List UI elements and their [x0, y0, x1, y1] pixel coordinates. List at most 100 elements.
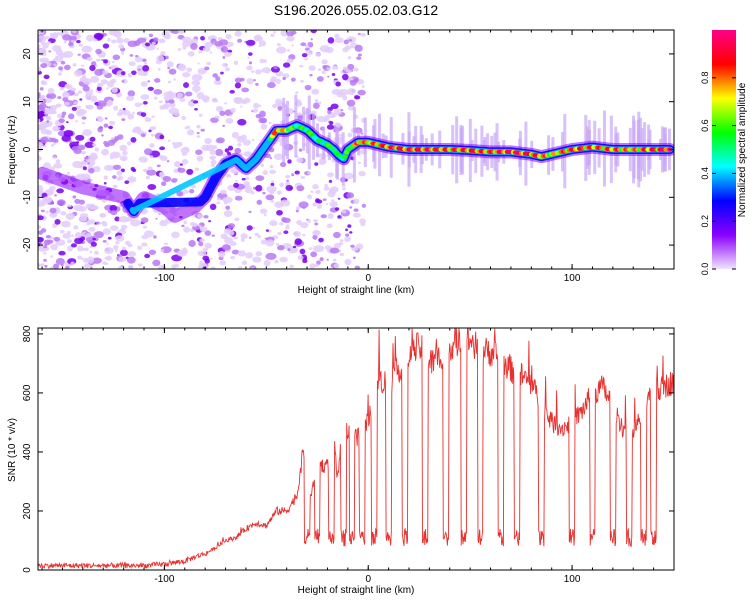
spectrogram-noise-blob	[70, 234, 74, 237]
spectrogram-noise-blob	[38, 44, 41, 49]
spectrogram-noise-blob	[108, 125, 114, 130]
spectrogram-noise-blob	[92, 143, 97, 147]
spectrogram-noise-blob	[329, 201, 339, 208]
spectrogram-noise-blob	[314, 222, 319, 226]
spectrogram-noise-blob	[89, 250, 93, 254]
spectrogram-noise-blob	[154, 78, 161, 83]
spectrogram-noise-blob	[86, 56, 93, 62]
spectrogram-noise-blob	[61, 134, 71, 142]
spectrogram-noise-blob	[309, 73, 313, 77]
spectrogram-noise-blob	[58, 250, 66, 256]
spectrogram-noise-blob	[287, 248, 291, 252]
spectrogram-noise-blob	[269, 220, 278, 227]
spectrogram-noise-blob	[81, 77, 88, 83]
spectrogram-noise-blob	[300, 176, 306, 180]
spectrogram-noise-blob	[52, 45, 62, 52]
spectrogram-noise-blob	[326, 124, 334, 130]
chart-title: S196.2026.055.02.03.G12	[274, 2, 438, 18]
spectrogram-noise-blob	[321, 70, 326, 75]
spectrogram-noise-blob	[124, 218, 131, 223]
spectrogram-noise-blob	[130, 136, 137, 143]
spectrogram-noise-blob	[233, 236, 238, 240]
spectrogram-noise-blob	[66, 121, 69, 124]
spectrogram-noise-blob	[126, 141, 132, 146]
colorbar-tick-label: 0.2	[700, 215, 710, 228]
spectrogram-noise-blob	[97, 100, 107, 107]
spectrogram-noise-blob	[46, 189, 55, 195]
spectrogram-noise-blob	[150, 133, 155, 137]
spectrogram-noise-blob	[286, 179, 290, 182]
spectrogram-noise-blob	[113, 105, 119, 111]
spectrogram-noise-blob	[38, 225, 42, 229]
spectrogram-noise-blob	[67, 239, 73, 244]
spectrogram-noise-blob	[209, 257, 213, 261]
spectrogram-noise-blob	[114, 249, 118, 252]
spectrogram-noise-blob	[127, 40, 138, 48]
spectrogram-noise-blob	[293, 248, 298, 253]
spectrogram-noise-blob	[344, 236, 351, 243]
spectrogram-noise-blob	[262, 170, 268, 176]
spectrogram-noise-blob	[121, 80, 125, 83]
spectrogram-noise-blob	[144, 230, 154, 238]
snr-x-tick-label: 0	[365, 574, 371, 585]
spectrogram-noise-blob	[183, 146, 189, 151]
spectrogram-noise-blob	[289, 264, 295, 269]
spectrogram-noise-blob	[91, 257, 102, 264]
spectrogram-noise-blob	[43, 162, 51, 170]
spectrogram-noise-blob	[204, 41, 213, 48]
colorbar-ticks: 0.0 0.2 0.4 0.6 0.8	[700, 72, 736, 275]
spectrogram-noise-blob	[300, 79, 305, 83]
spectrogram-noise-blob	[280, 199, 291, 207]
spectrogram-noise-blob	[331, 72, 336, 77]
spectrogram-noise-blob	[331, 65, 339, 70]
spectrogram-noise-blob	[249, 236, 252, 239]
spectrogram-noise-blob	[110, 210, 118, 216]
spectrogram-noise-blob	[151, 41, 156, 45]
spectrogram-noise-blob	[137, 245, 143, 250]
spectrogram-noise-blob	[85, 232, 92, 238]
spectrogram-noise-blob	[300, 42, 307, 47]
spectrogram-noise-blob	[97, 126, 103, 133]
spectrogram-noise-blob	[109, 225, 119, 231]
spectrogram-ridge-cell	[344, 150, 350, 155]
spectrogram-noise-blob	[39, 94, 46, 99]
spectrogram-noise-blob	[38, 230, 43, 235]
spectrogram-noise-blob	[237, 143, 242, 147]
spectrogram-noise-blob	[223, 210, 233, 218]
spectrogram-noise-blob	[101, 148, 110, 156]
spectrogram-noise-blob	[107, 139, 116, 146]
spectrogram-noise-blob	[246, 78, 254, 85]
spectrogram-noise-blob	[266, 185, 277, 193]
spectrogram-noise-blob	[297, 255, 304, 261]
spectrogram-noise-blob	[96, 86, 102, 92]
spectrogram-noise-blob	[347, 88, 356, 96]
spectrogram-noise-blob	[258, 45, 261, 48]
spectrogram-noise-blob	[61, 111, 67, 116]
spectrogram-noise-blob	[115, 235, 125, 242]
spectrogram-noise-blob	[167, 80, 172, 84]
spectrogram-noise-blob	[269, 157, 273, 160]
spectrogram-noise-blob	[158, 100, 163, 104]
spectrogram-noise-blob	[149, 155, 154, 159]
spectrogram-noise-blob	[57, 127, 61, 130]
spectrogram-noise-blob	[209, 51, 213, 54]
spectrogram-noise-blob	[40, 63, 48, 69]
spectrogram-noise-blob	[43, 196, 53, 203]
spectrogram-noise-blob	[78, 43, 84, 47]
spectrogram-noise-blob	[339, 252, 345, 257]
spectrogram-noise-blob	[322, 65, 327, 69]
spectrogram-noise-blob	[128, 265, 134, 269]
spectrogram-noise-blob	[258, 117, 267, 124]
spectrogram-noise-blob	[186, 168, 194, 175]
spectrogram-noise-blob	[241, 87, 249, 93]
spectrogram-noise-blob	[135, 54, 139, 58]
spectrogram-noise-blob	[320, 214, 327, 219]
spectrogram-noise-blob	[96, 221, 100, 225]
spectrogram-noise-blob	[64, 84, 70, 88]
spectrogram-noise-blob	[62, 34, 72, 41]
spectrogram-noise-blob	[123, 38, 130, 44]
spectrogram-noise-blob	[38, 198, 41, 201]
spectrogram-noise-blob	[144, 253, 151, 259]
